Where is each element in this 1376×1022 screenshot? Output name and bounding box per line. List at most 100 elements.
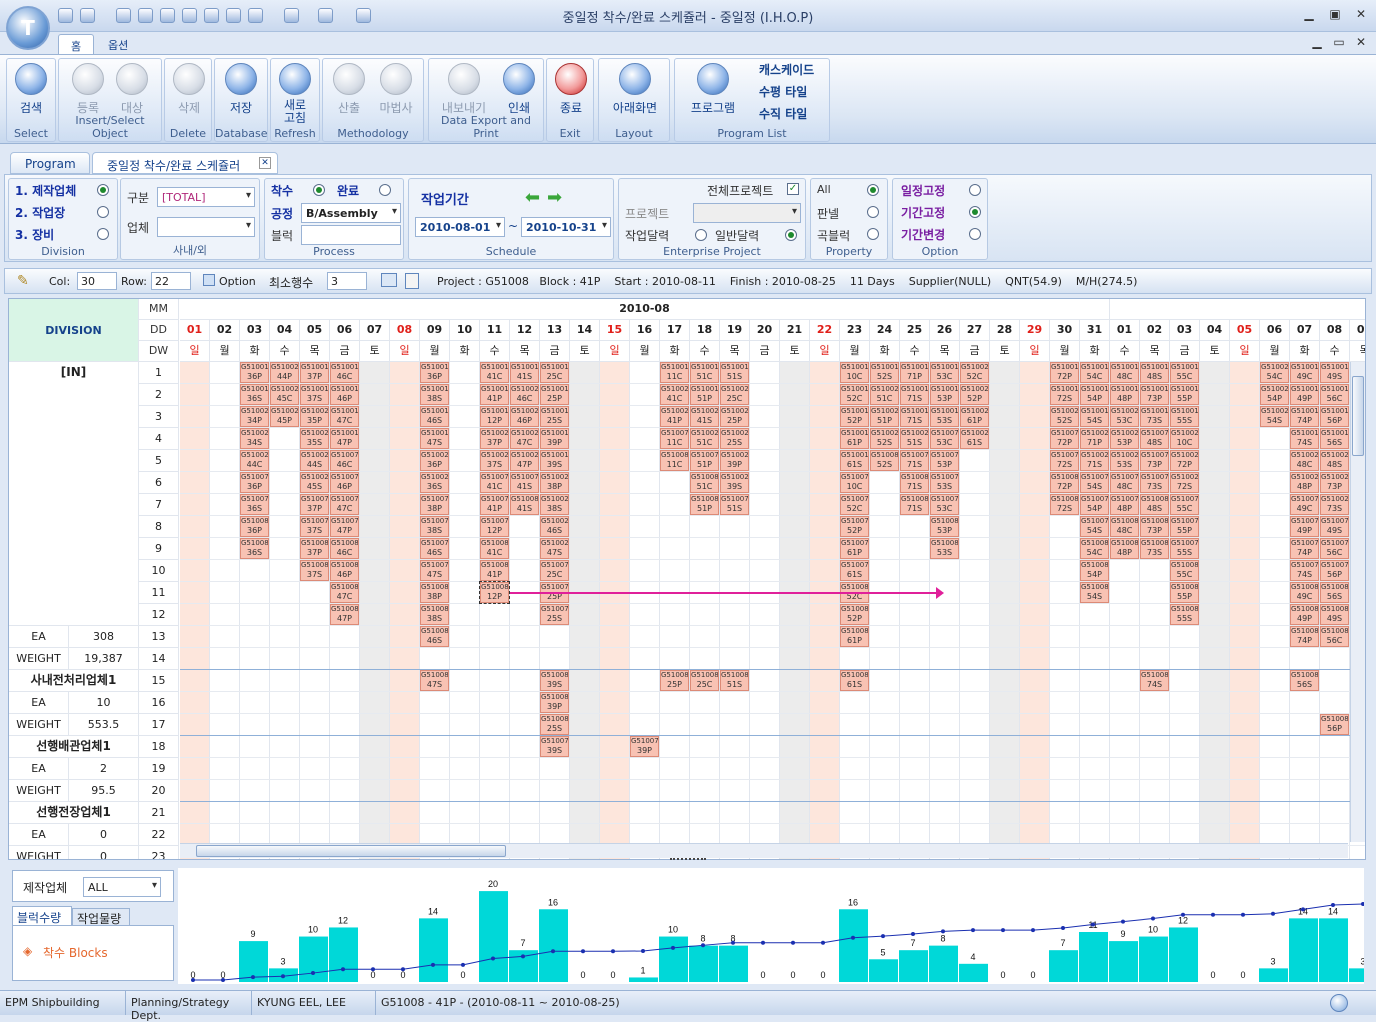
block-chip[interactable]: G51002 71P [1080,428,1109,449]
page-icon[interactable] [405,273,419,289]
ribbon-tab-options[interactable]: 옵션 [108,39,129,52]
monitor-icon[interactable] [381,273,397,287]
block-chip[interactable]: G51008 72S [1050,494,1079,515]
day-header[interactable]: 03 [240,320,270,341]
block-chip[interactable]: G51007 73P [1140,450,1169,471]
block-chip[interactable]: G51001 47P [330,428,359,449]
block-chip[interactable]: G51002 48C [1290,450,1319,471]
day-header[interactable]: 01 [1110,320,1140,341]
day-header[interactable]: 12 [510,320,540,341]
block-chip[interactable]: G51002 25C [720,384,749,405]
block-chip[interactable]: G51008 36S [240,538,269,559]
block-chip[interactable]: G51002 52P [960,384,989,405]
block-chip[interactable]: G51002 41P [660,406,689,427]
block-chip[interactable]: G51002 73S [1320,494,1349,515]
block-chip[interactable]: G51007 36P [240,472,269,493]
col-spinner[interactable]: 30 [77,272,117,290]
block-chip[interactable]: G51002 52S [1050,406,1079,427]
block-chip[interactable]: G51008 38P [420,582,449,603]
block-chip[interactable]: G51002 36S [420,472,449,493]
block-chip[interactable]: G51001 51C [690,362,719,383]
mdi-restore-icon[interactable]: ▭ [1333,35,1345,49]
block-chip[interactable]: G51002 45C [270,384,299,405]
quick-access-icon[interactable] [204,8,219,23]
block-chip[interactable]: G51008 47C [330,582,359,603]
block-chip[interactable]: G51008 72P [1050,472,1079,493]
program-button[interactable]: 프로그램 [681,61,745,116]
block-chip[interactable]: G51001 52S [870,362,899,383]
day-header[interactable]: 25 [900,320,930,341]
block-chip[interactable]: G51001 39P [540,428,569,449]
block-chip[interactable]: G51007 72P [1050,428,1079,449]
block-chip[interactable]: G51007 47S [420,560,449,581]
block-chip[interactable]: G51002 51C [870,384,899,405]
tab-block-count[interactable]: 블럭수량 [12,906,72,926]
day-header[interactable]: 19 [720,320,750,341]
vertical-scroll-thumb[interactable] [1352,376,1364,456]
block-chip[interactable]: G51002 46S [540,516,569,537]
block-chip[interactable]: G51007 73S [1140,472,1169,493]
status-icon[interactable] [1330,994,1348,1012]
block-chip[interactable]: G51001 73S [1140,406,1169,427]
day-header[interactable]: 03 [1170,320,1200,341]
delete-button[interactable]: 삭제 [169,61,209,116]
min-rows-spinner[interactable]: 3 [327,272,367,290]
block-chip[interactable]: G51008 53S [930,538,959,559]
block-chip[interactable]: G51002 47P [510,450,539,471]
block-chip[interactable]: G51001 41C [480,362,509,383]
block-chip[interactable]: G51008 74S [1140,670,1169,691]
register-button[interactable]: 등록 [67,61,109,116]
mdi-close-icon[interactable]: ✕ [1355,35,1367,49]
tile-vertical-link[interactable]: 수직 타일 [759,107,808,121]
block-chip[interactable]: G51008 56C [1320,626,1349,647]
ribbon-tab-home[interactable]: 홈 [58,34,95,54]
day-header[interactable]: 02 [1140,320,1170,341]
block-chip[interactable]: G51002 53P [1110,428,1139,449]
block-chip[interactable]: G51002 35S [300,428,329,449]
block-chip[interactable]: G51008 46P [330,560,359,581]
block-chip[interactable]: G51002 46C [510,384,539,405]
day-header[interactable]: 24 [870,320,900,341]
block-chip[interactable]: G51001 41P [480,384,509,405]
block-chip[interactable]: G51002 44P [270,362,299,383]
block-chip[interactable]: G51008 54C [1080,538,1109,559]
block-chip[interactable]: G51002 47C [510,428,539,449]
export-button[interactable]: 내보내기 [435,61,493,116]
day-header[interactable]: 07 [360,320,390,341]
tab-program[interactable]: Program [10,152,90,174]
block-chip[interactable]: G51008 25C [690,670,719,691]
block-chip[interactable]: G51007 41C [480,472,509,493]
block-chip[interactable]: G51008 54P [1080,560,1109,581]
day-header[interactable]: 21 [780,320,810,341]
block-chip[interactable]: G51008 12P [479,581,510,604]
block-chip[interactable]: G51008 48C [1110,516,1139,537]
block-chip[interactable]: G51002 73P [1320,472,1349,493]
target-button[interactable]: 대상 [111,61,153,116]
day-header[interactable]: 02 [210,320,240,341]
block-chip[interactable]: G51007 51S [720,494,749,515]
block-chip[interactable]: G51001 12P [480,406,509,427]
block-chip[interactable]: G51008 51S [720,670,749,691]
block-chip[interactable]: G51007 61S [840,560,869,581]
vertical-scrollbar[interactable] [1350,362,1365,842]
tile-horizontal-link[interactable]: 수평 타일 [759,85,808,99]
block-chip[interactable]: G51008 37P [300,538,329,559]
block-chip[interactable]: G51008 52P [840,604,869,625]
block-chip[interactable]: G51001 48S [1140,362,1169,383]
block-chip[interactable]: G51002 47S [540,538,569,559]
block-chip[interactable]: G51001 56P [1320,406,1349,427]
block-chip[interactable]: G51001 46P [330,384,359,405]
block-chip[interactable]: G51007 39S [540,736,569,757]
block-chip[interactable]: G51001 71P [900,362,929,383]
block-chip[interactable]: G51008 52S [870,450,899,471]
company-combo[interactable] [157,217,255,237]
block-chip[interactable]: G51001 74P [1290,406,1319,427]
day-header[interactable]: 01 [180,320,210,341]
day-header[interactable]: 16 [630,320,660,341]
block-chip[interactable]: G51001 46C [330,362,359,383]
block-chip[interactable]: G51001 61P [840,428,869,449]
block-chip[interactable]: G51001 47C [330,406,359,427]
block-chip[interactable]: G51008 54S [1080,582,1109,603]
block-chip[interactable]: G51007 47P [330,516,359,537]
block-chip[interactable]: G51007 46P [330,472,359,493]
